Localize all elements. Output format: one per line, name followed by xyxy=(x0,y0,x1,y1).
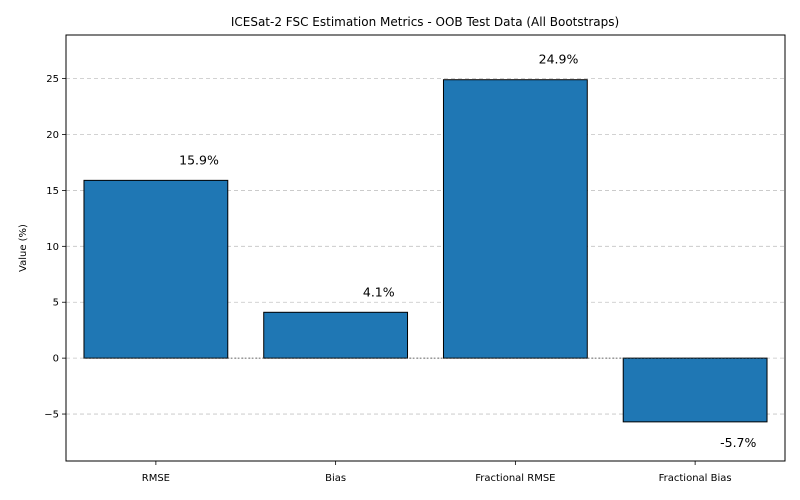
x-tick-label: Bias xyxy=(325,473,346,484)
y-axis-ticks: −5 0 5 10 15 20 25 xyxy=(44,74,66,421)
data-label: 15.9% xyxy=(179,152,219,167)
y-tick-label: 20 xyxy=(46,130,59,141)
y-tick-label: −5 xyxy=(44,410,59,421)
data-label: -5.7% xyxy=(720,435,756,450)
data-labels: 15.9% 4.1% 24.9% -5.7% xyxy=(179,52,756,450)
bar xyxy=(83,179,229,359)
y-tick-label: 25 xyxy=(46,74,59,85)
chart-title: ICESat-2 FSC Estimation Metrics - OOB Te… xyxy=(231,15,619,29)
y-tick-label: 10 xyxy=(46,242,59,253)
bar xyxy=(442,79,588,359)
x-tick-label: Fractional RMSE xyxy=(475,473,555,484)
x-tick-label: RMSE xyxy=(142,473,170,484)
y-tick-label: 5 xyxy=(53,298,59,309)
plot-frame xyxy=(65,34,786,462)
x-tick-label: Fractional Bias xyxy=(659,473,732,484)
y-tick-label: 0 xyxy=(53,354,59,365)
data-label: 4.1% xyxy=(363,284,395,299)
x-axis-ticks: RMSE Bias Fractional RMSE Fractional Bias xyxy=(142,461,732,484)
bar xyxy=(263,311,409,359)
data-label: 24.9% xyxy=(539,52,579,67)
bar xyxy=(622,357,768,423)
y-tick-label: 15 xyxy=(46,186,59,197)
y-axis-label: Value (%) xyxy=(18,224,29,272)
bars xyxy=(83,79,768,423)
